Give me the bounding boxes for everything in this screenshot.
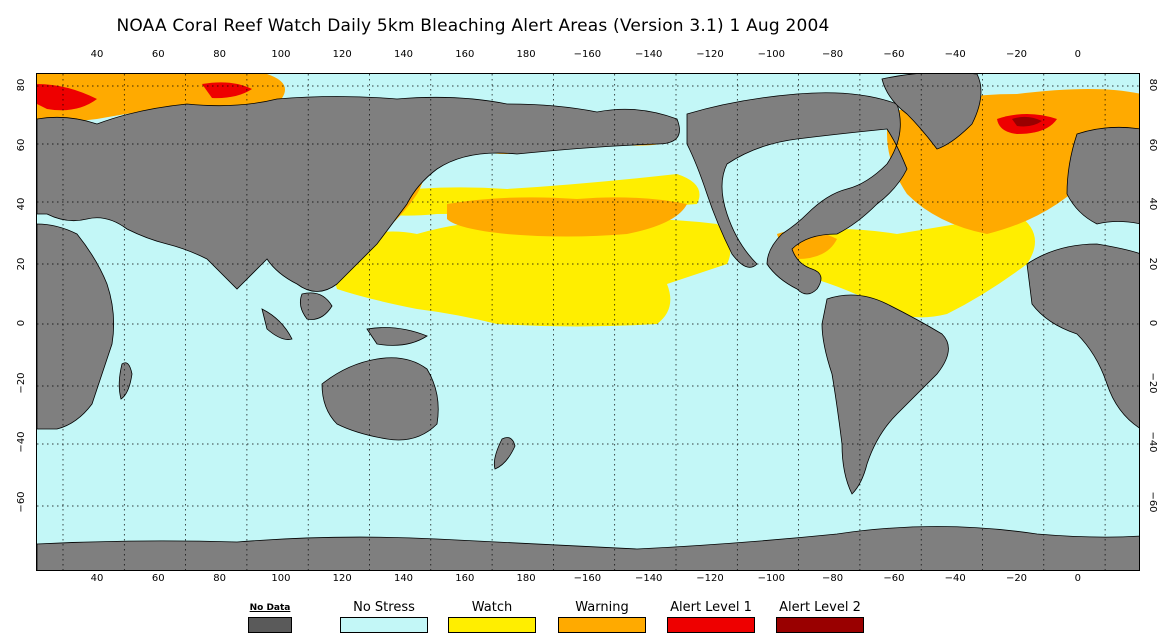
lon-label-bottom: −120 [696, 573, 724, 584]
lon-label-top: 60 [151, 49, 165, 60]
lat-label-left: 20 [16, 257, 27, 270]
legend-label: Warning [575, 600, 629, 615]
lon-label-top: −80 [822, 49, 844, 60]
lon-label-bottom: 80 [213, 573, 226, 584]
lon-label-bottom: −140 [634, 573, 663, 584]
lon-label-bottom: 60 [151, 573, 165, 584]
lon-label-top: 80 [213, 49, 226, 60]
legend-watch: Watch [448, 600, 536, 633]
lon-label-top: 140 [393, 49, 414, 60]
map-canvas [37, 74, 1139, 570]
lat-label-left: 0 [16, 319, 27, 327]
land-new-zealand [493, 437, 516, 470]
lon-label-bottom: 180 [516, 573, 536, 584]
lon-label-top: 160 [455, 49, 475, 60]
legend-swatch [340, 617, 428, 633]
legend-label: Alert Level 2 [779, 600, 861, 615]
legend-label: Alert Level 1 [670, 600, 752, 615]
land-madagascar [118, 362, 133, 400]
lon-label-bottom: −80 [822, 573, 844, 584]
lon-label-top: 180 [516, 49, 536, 60]
lat-label-right: 60 [1147, 138, 1158, 151]
lat-label-left: −20 [16, 371, 27, 394]
lon-label-top: −140 [634, 49, 663, 60]
lon-label-top: 0 [1074, 49, 1081, 60]
land-europe-west [1066, 126, 1139, 225]
lat-label-right: 20 [1147, 257, 1158, 270]
lat-label-right: −20 [1147, 371, 1158, 394]
lat-label-right: 40 [1147, 197, 1158, 211]
lat-label-left: −40 [16, 431, 27, 453]
legend-swatch [448, 617, 536, 633]
legend-swatch [667, 617, 755, 633]
bleaching-alert-map [36, 73, 1140, 571]
land-australia [321, 357, 439, 441]
land-eurasia [37, 96, 680, 292]
lon-label-top: 40 [90, 49, 104, 60]
lon-label-bottom: −60 [883, 573, 905, 584]
lat-label-left: 80 [16, 78, 27, 92]
lat-label-right: −60 [1147, 490, 1158, 513]
lon-label-top: −40 [944, 49, 966, 60]
lon-label-top: 120 [332, 49, 352, 60]
land-africa [37, 223, 115, 430]
warning-region-north-pacific [447, 197, 687, 237]
legend-swatch [248, 617, 292, 633]
lon-label-top: −160 [573, 49, 602, 60]
legend-warning: Warning [558, 600, 646, 633]
lon-label-top: −100 [757, 49, 786, 60]
legend-label: No Data [249, 603, 291, 613]
graticule [37, 74, 1139, 570]
lon-label-bottom: −40 [944, 573, 966, 584]
legend-swatch [558, 617, 646, 633]
lat-label-right: 80 [1147, 78, 1158, 92]
land-south-america [821, 294, 949, 495]
lon-label-bottom: −160 [573, 573, 602, 584]
alert1-region-arctic [37, 84, 97, 111]
legend-no-stress: No Stress [340, 600, 428, 633]
lon-label-bottom: 0 [1074, 573, 1081, 584]
lon-label-bottom: 40 [90, 573, 104, 584]
legend-no-data: No Data [248, 600, 292, 633]
lon-label-bottom: −20 [1005, 573, 1028, 584]
lon-label-bottom: −100 [757, 573, 786, 584]
lon-label-bottom: 140 [393, 573, 414, 584]
lon-label-bottom: 120 [332, 573, 352, 584]
alert2-region-north-atlantic [1012, 116, 1042, 127]
land-antarctica [37, 526, 1139, 570]
map-title: NOAA Coral Reef Watch Daily 5km Bleachin… [116, 16, 830, 36]
lat-label-right: 0 [1147, 319, 1158, 327]
lon-label-top: −60 [883, 49, 905, 60]
land-borneo [299, 292, 333, 320]
lon-label-top: 100 [271, 49, 291, 60]
legend-alert-level-2: Alert Level 2 [776, 600, 864, 633]
legend-swatch [776, 617, 864, 633]
lon-label-bottom: 160 [455, 573, 475, 584]
watch-region-tropical-pacific [327, 219, 731, 327]
watch-region-atlantic [777, 214, 1035, 318]
land-west-africa [1026, 243, 1139, 429]
land-greenland [881, 74, 982, 150]
lon-label-top: −20 [1005, 49, 1028, 60]
lat-label-left: −60 [16, 490, 27, 513]
lat-label-left: 40 [16, 197, 27, 211]
lon-label-bottom: 100 [271, 573, 291, 584]
land-north-america [686, 92, 908, 295]
legend-alert-level-1: Alert Level 1 [667, 600, 755, 633]
land [37, 74, 1139, 570]
legend-label: Watch [471, 600, 513, 615]
lat-label-left: 60 [16, 138, 27, 151]
lon-label-top: −120 [696, 49, 724, 60]
lat-label-right: −40 [1147, 431, 1158, 453]
alert1-region-kara [202, 82, 252, 99]
legend-label: No Stress [353, 600, 415, 615]
land-new-guinea [366, 327, 428, 346]
